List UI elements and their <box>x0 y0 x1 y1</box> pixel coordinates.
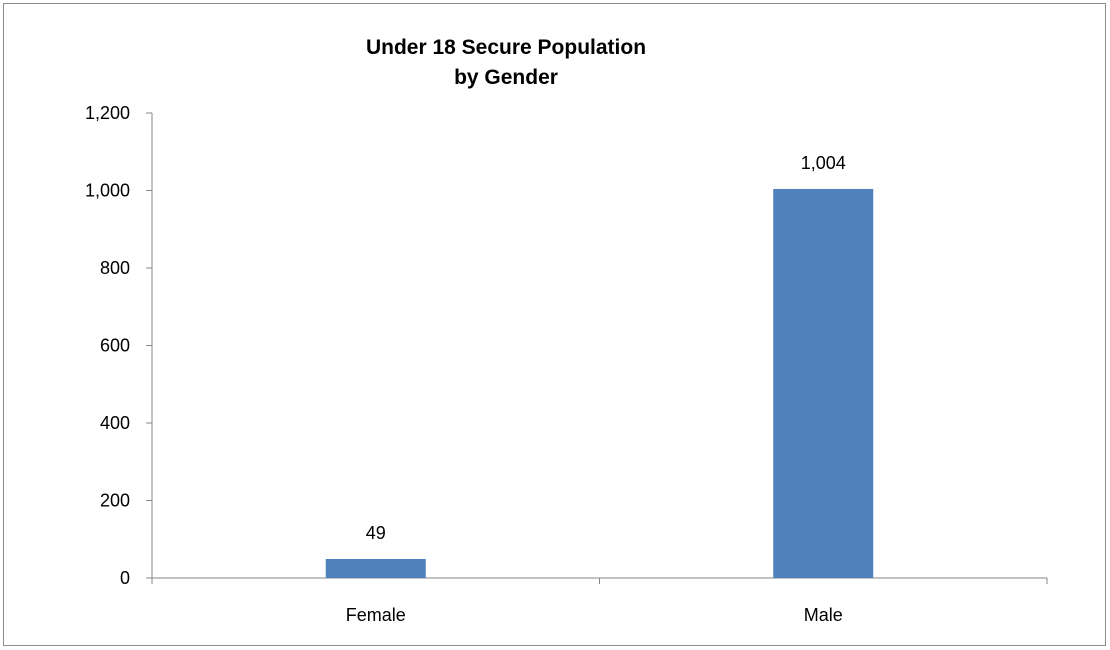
bar-female <box>325 559 426 578</box>
bar-male <box>773 188 874 578</box>
y-tick-label: 200 <box>100 491 130 511</box>
y-tick-label: 800 <box>100 258 130 278</box>
y-tick-label: 1,000 <box>85 181 130 201</box>
data-label: 1,004 <box>801 153 846 173</box>
axes: 0 200 400 600 800 1,000 1,200 <box>85 103 1048 588</box>
chart-title: Under 18 Secure Population <box>366 36 646 59</box>
chart-subtitle: by Gender <box>454 66 558 89</box>
x-category-label: Female <box>346 605 406 625</box>
chart-frame <box>3 3 1106 646</box>
y-tick-label: 1,200 <box>85 103 130 123</box>
y-tick-label: 600 <box>100 336 130 356</box>
bars <box>325 188 874 578</box>
labels: Female 49 Male 1,004 <box>346 153 846 625</box>
y-tick-label: 400 <box>100 413 130 433</box>
data-label: 49 <box>366 523 386 543</box>
x-category-label: Male <box>804 605 843 625</box>
y-tick-label: 0 <box>120 568 130 588</box>
